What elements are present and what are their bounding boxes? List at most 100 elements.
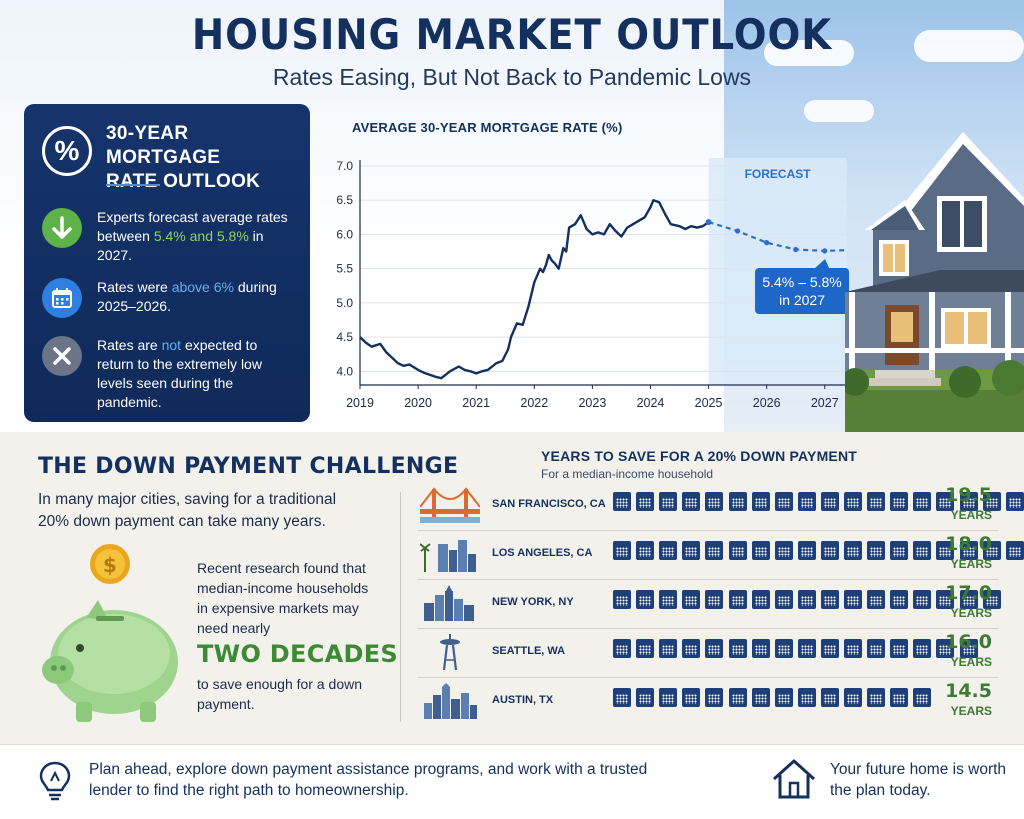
x-tick-label: 2020	[404, 396, 432, 410]
city-row: AUSTIN, TX 14.5 YEARS	[418, 679, 998, 727]
calendar-icon	[936, 492, 955, 511]
calendar-icon	[959, 590, 978, 609]
calendar-icon	[751, 639, 770, 658]
calendar-icon	[797, 590, 816, 609]
y-tick-label: 4.5	[336, 330, 353, 344]
calendar-icon	[705, 688, 724, 707]
calendar-icon	[705, 639, 724, 658]
years-calendar-bar	[613, 688, 948, 710]
years-value: 19.5	[945, 484, 992, 506]
calendar-icon	[682, 590, 701, 609]
years-chart-subtitle: For a median-income household	[541, 467, 714, 481]
calendar-icon	[636, 541, 655, 560]
city-name: LOS ANGELES, CA	[492, 547, 593, 559]
y-tick-label: 5.0	[336, 296, 353, 310]
calendar-icon	[913, 541, 932, 560]
calendar-icon	[959, 492, 978, 511]
city-name: AUSTIN, TX	[492, 694, 554, 706]
calendar-icon	[797, 688, 816, 707]
calendar-icon	[636, 590, 655, 609]
y-tick-label: 5.5	[336, 262, 353, 276]
calendar-icon	[890, 688, 909, 707]
calendar-icon	[751, 590, 770, 609]
calendar-icon	[867, 541, 886, 560]
row-separator	[418, 677, 998, 678]
calendar-icon	[774, 541, 793, 560]
calendar-icon	[613, 541, 631, 560]
calendar-icon	[613, 688, 631, 707]
x-tick-label: 2022	[520, 396, 548, 410]
outlook-item-text: Experts forecast average rates between 5…	[97, 209, 288, 263]
calendar-icon	[728, 688, 747, 707]
years-value: 16.0	[945, 631, 992, 653]
footer: Plan ahead, explore down payment assista…	[0, 744, 1024, 819]
row-separator	[418, 628, 998, 629]
calendar-icon	[751, 492, 770, 511]
years-calendar-bar	[613, 541, 1024, 563]
card-title: 30-YEAR MORTGAGE RATE OUTLOOK	[106, 123, 261, 192]
calendar-icon	[936, 541, 955, 560]
outlook-item-text: Rates are not expected to return to the …	[97, 337, 262, 410]
calendar-icon	[682, 541, 701, 560]
calendar-icon	[844, 590, 862, 609]
calendar-icon	[636, 639, 655, 658]
calendar-icon	[844, 639, 862, 658]
calendar-icon	[844, 541, 862, 560]
calendar-icon	[636, 688, 655, 707]
city-row: NEW YORK, NY 17.0 YEARS	[418, 581, 1001, 629]
page-subtitle: Rates Easing, But Not Back to Pandemic L…	[272, 64, 752, 90]
forecast-annotation-text: in 2027	[779, 292, 825, 308]
calendar-icon	[890, 590, 909, 609]
footer-tagline: Your future home is worth the plan today…	[830, 761, 1007, 799]
page-title: HOUSING MARKET OUTLOOK	[191, 10, 833, 59]
outlook-item-text: Rates were above 6% during 2025–2026.	[97, 279, 277, 314]
research-text: Recent research found that median-income…	[197, 560, 369, 636]
years-value: 17.0	[945, 582, 992, 604]
calendar-icon	[820, 688, 839, 707]
calendar-icon	[982, 492, 1001, 511]
calendar-icon	[797, 541, 816, 560]
years-unit: YEARS	[950, 557, 992, 571]
calendar-icon	[636, 492, 655, 511]
x-tick-label: 2026	[753, 396, 781, 410]
calendar-icon	[728, 639, 747, 658]
mortgage-rate-chart: FORECAST 4.0 4.5 5.0 5.5 6.0 6.5 7.0 2019 2020 202…	[336, 158, 850, 410]
years-value: 18.0	[945, 533, 992, 555]
home-icon	[772, 759, 816, 799]
historical-rate-line	[359, 199, 710, 380]
forecast-label: FORECAST	[745, 167, 812, 181]
y-tick-label: 6.0	[336, 227, 353, 241]
calendar-icon	[42, 278, 82, 318]
calendar-icon	[682, 492, 701, 511]
calendar-icon	[913, 492, 932, 511]
calendar-icon	[890, 541, 909, 560]
percent-icon: %	[42, 126, 92, 176]
annotation-pointer	[815, 259, 830, 268]
years-calendar-bar	[613, 492, 1024, 514]
chart-title: AVERAGE 30-YEAR MORTGAGE RATE (%)	[352, 120, 623, 135]
calendar-icon	[613, 492, 631, 511]
down-payment-section: THE DOWN PAYMENT CHALLENGE In many major…	[0, 432, 1024, 744]
city-name: SEATTLE, WA	[492, 645, 566, 657]
forecast-annotation-text: 5.4% – 5.8%	[762, 274, 841, 290]
calendar-icon	[959, 541, 978, 560]
years-unit: YEARS	[950, 655, 992, 669]
calendar-icon	[820, 541, 839, 560]
calendar-icon	[613, 590, 631, 609]
calendar-icon	[751, 541, 770, 560]
calendar-icon	[797, 492, 816, 511]
city-name: NEW YORK, NY	[492, 596, 574, 608]
city-row: SAN FRANCISCO, CA 19.5 YEARS	[418, 483, 1024, 531]
outlook-section: HOUSING MARKET OUTLOOK Rates Easing, But…	[0, 0, 1024, 432]
calendar-icon	[774, 639, 793, 658]
calendar-icon	[682, 639, 701, 658]
calendar-icon	[659, 688, 678, 707]
calendar-icon	[867, 590, 886, 609]
section-divider	[400, 492, 401, 722]
years-calendar-bar	[613, 639, 983, 661]
calendar-icon	[867, 492, 886, 511]
calendar-icon	[844, 688, 862, 707]
calendar-icon	[890, 639, 909, 658]
city-row: LOS ANGELES, CA 18.0 YEARS	[418, 532, 1024, 580]
y-tick-label: 7.0	[336, 159, 353, 173]
